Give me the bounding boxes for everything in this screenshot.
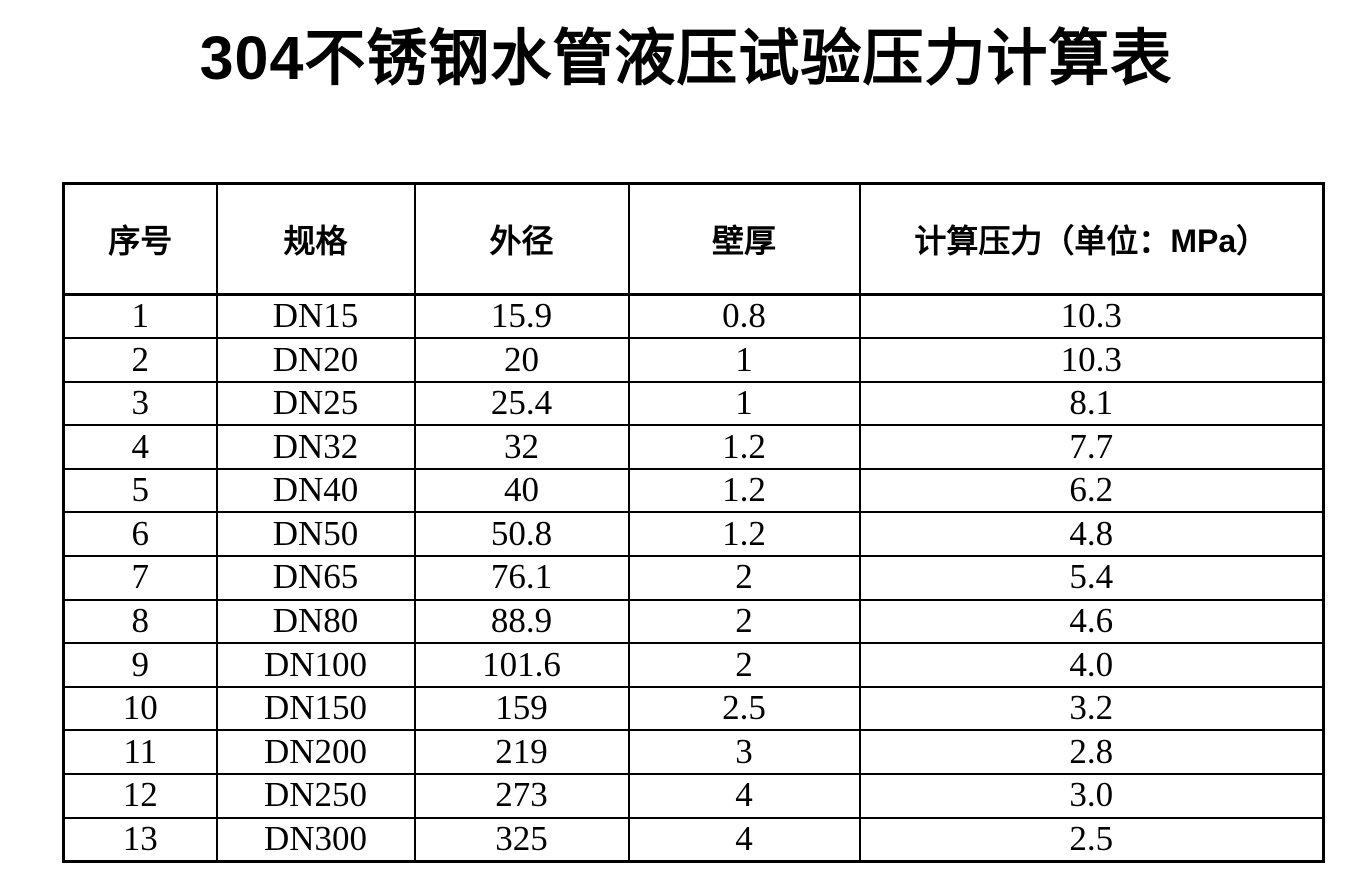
column-header: 序号 xyxy=(62,182,218,296)
table-cell: 1.2 xyxy=(627,424,861,470)
table-cell: 4 xyxy=(627,773,861,819)
table-cell: DN65 xyxy=(215,555,416,601)
table-cell: 3.0 xyxy=(858,773,1325,819)
table-cell: 50.8 xyxy=(413,511,630,558)
table-cell: DN80 xyxy=(215,598,416,645)
table-cell: 325 xyxy=(413,816,630,863)
table-cell: 7.7 xyxy=(858,424,1325,470)
table-row: 13 DN300 325 4 2.5 xyxy=(62,816,1325,863)
table-row: 6 DN50 50.8 1.2 4.8 xyxy=(62,511,1325,558)
table-cell: 1 xyxy=(627,380,861,427)
table-cell: 2 xyxy=(62,337,218,383)
table-cell: 10.3 xyxy=(858,337,1325,383)
column-header: 规格 xyxy=(215,182,416,296)
table-cell: 7 xyxy=(62,555,218,601)
table-header-row: 序号 规格 外径 壁厚 计算压力（单位：MPa） xyxy=(62,182,1325,296)
table-cell: 15.9 xyxy=(413,293,630,340)
table-cell: 4 xyxy=(627,816,861,863)
table-cell: 1.2 xyxy=(627,467,861,514)
table-cell: 3 xyxy=(62,380,218,427)
table-cell: 10 xyxy=(62,685,218,732)
table-cell: DN20 xyxy=(215,337,416,383)
table-cell: DN40 xyxy=(215,467,416,514)
table-cell: 219 xyxy=(413,729,630,776)
table-row: 12 DN250 273 4 3.0 xyxy=(62,773,1325,819)
table-cell: 4.6 xyxy=(858,598,1325,645)
table-row: 10 DN150 159 2.5 3.2 xyxy=(62,685,1325,732)
table-row: 8 DN80 88.9 2 4.6 xyxy=(62,598,1325,645)
table-cell: DN300 xyxy=(215,816,416,863)
table-row: 3 DN25 25.4 1 8.1 xyxy=(62,380,1325,427)
table-cell: 88.9 xyxy=(413,598,630,645)
table-cell: DN200 xyxy=(215,729,416,776)
table-cell: 6.2 xyxy=(858,467,1325,514)
table-cell: 10.3 xyxy=(858,293,1325,340)
table-cell: 1 xyxy=(62,293,218,340)
table-cell: 2.5 xyxy=(627,685,861,732)
table-cell: 32 xyxy=(413,424,630,470)
column-header: 计算压力（单位：MPa） xyxy=(858,182,1325,296)
table-cell: 2 xyxy=(627,642,861,688)
table-cell: 5 xyxy=(62,467,218,514)
table-cell: DN100 xyxy=(215,642,416,688)
table-cell: 5.4 xyxy=(858,555,1325,601)
table-cell: DN250 xyxy=(215,773,416,819)
table-row: 2 DN20 20 1 10.3 xyxy=(62,337,1325,383)
table-cell: 9 xyxy=(62,642,218,688)
table-cell: 8.1 xyxy=(858,380,1325,427)
table-cell: 2.5 xyxy=(858,816,1325,863)
table-cell: DN150 xyxy=(215,685,416,732)
table-cell: 25.4 xyxy=(413,380,630,427)
table-cell: DN25 xyxy=(215,380,416,427)
table-cell: 12 xyxy=(62,773,218,819)
column-header: 外径 xyxy=(413,182,630,296)
table-cell: 3.2 xyxy=(858,685,1325,732)
table-cell: 40 xyxy=(413,467,630,514)
table-cell: 20 xyxy=(413,337,630,383)
table-cell: DN50 xyxy=(215,511,416,558)
table-cell: DN32 xyxy=(215,424,416,470)
table-row: 5 DN40 40 1.2 6.2 xyxy=(62,467,1325,514)
table-cell: 2 xyxy=(627,598,861,645)
table-cell: 2.8 xyxy=(858,729,1325,776)
column-header: 壁厚 xyxy=(627,182,861,296)
table-cell: 3 xyxy=(627,729,861,776)
page-title: 304不锈钢水管液压试验压力计算表 xyxy=(199,24,1173,92)
table-row: 4 DN32 32 1.2 7.7 xyxy=(62,424,1325,470)
table-cell: 4.8 xyxy=(858,511,1325,558)
table-cell: 13 xyxy=(62,816,218,863)
table-cell: 4.0 xyxy=(858,642,1325,688)
table-row: 1 DN15 15.9 0.8 10.3 xyxy=(62,293,1325,340)
table-cell: DN15 xyxy=(215,293,416,340)
table-cell: 273 xyxy=(413,773,630,819)
table-cell: 6 xyxy=(62,511,218,558)
table-row: 9 DN100 101.6 2 4.0 xyxy=(62,642,1325,688)
table-cell: 0.8 xyxy=(627,293,861,340)
table-cell: 2 xyxy=(627,555,861,601)
table-row: 7 DN65 76.1 2 5.4 xyxy=(62,555,1325,601)
table-cell: 1.2 xyxy=(627,511,861,558)
table-cell: 1 xyxy=(627,337,861,383)
table-cell: 76.1 xyxy=(413,555,630,601)
table-cell: 101.6 xyxy=(413,642,630,688)
table-cell: 11 xyxy=(62,729,218,776)
table-cell: 8 xyxy=(62,598,218,645)
table-cell: 159 xyxy=(413,685,630,732)
pressure-calculation-table: 序号 规格 外径 壁厚 计算压力（单位：MPa） 1 DN15 15.9 0.8 10.3 2 DN… xyxy=(62,182,1325,863)
table-cell: 4 xyxy=(62,424,218,470)
table-row: 11 DN200 219 3 2.8 xyxy=(62,729,1325,776)
